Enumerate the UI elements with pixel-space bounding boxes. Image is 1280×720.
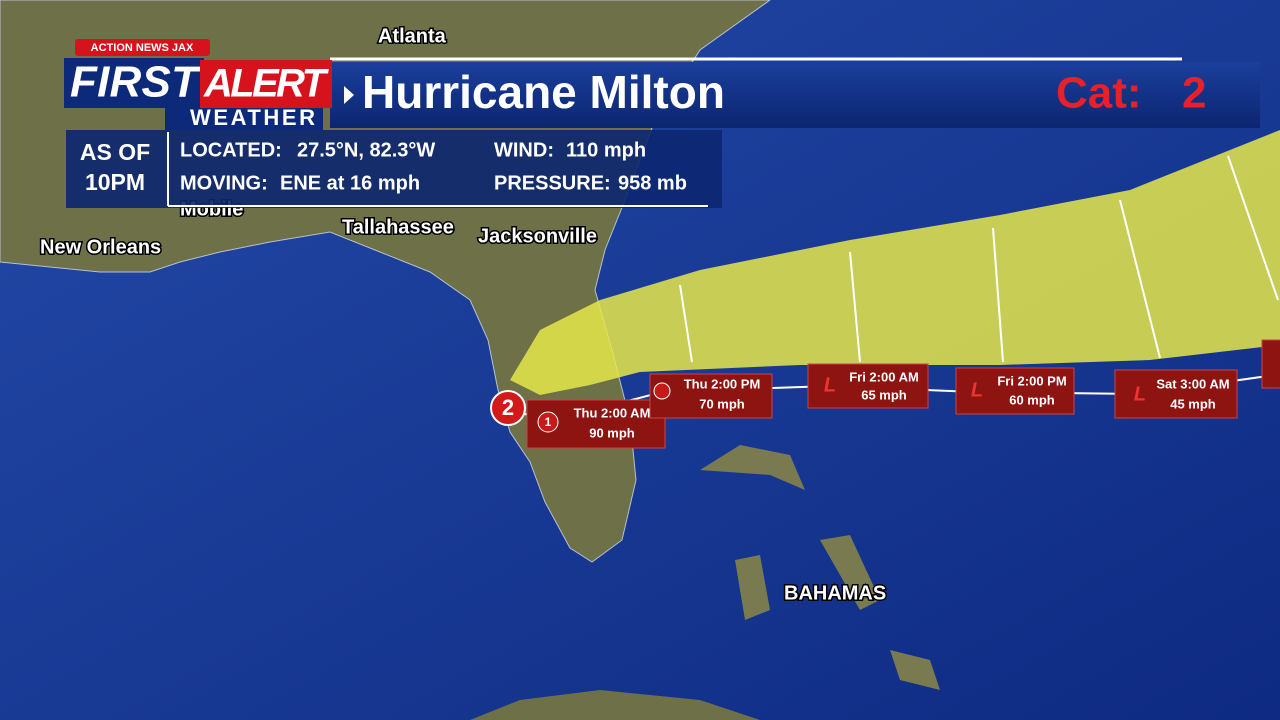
as-of: AS OF <box>80 139 150 165</box>
field-value: ENE at 16 mph <box>280 172 420 194</box>
field-value: 958 mb <box>618 172 687 194</box>
field-label: LOCATED: <box>180 139 282 161</box>
logo-first: FIRST <box>70 58 201 107</box>
city-label: New Orleans <box>40 236 161 258</box>
title-arrow <box>344 86 354 104</box>
forecast-point: L Sat 3:00 AM 45 mph <box>1114 369 1238 419</box>
forecast-symbol: L <box>824 374 836 396</box>
forecast-point: L Fri 2:00 PM 60 mph <box>955 367 1075 415</box>
cone-dividers <box>679 155 1279 363</box>
field-label: PRESSURE: <box>494 172 611 194</box>
category-label: Cat: <box>1056 69 1142 118</box>
logo-first-bg <box>64 58 204 108</box>
forecast-time: Thu 2:00 PM <box>684 376 761 391</box>
current-marker <box>490 390 526 426</box>
forecast-symbol: L <box>1134 383 1146 405</box>
city-label: BAHAMAS <box>784 582 886 604</box>
city-label: Atlanta <box>378 25 447 47</box>
forecast-cone <box>510 130 1280 395</box>
forecast-time: Sat 3:00 AM <box>1156 376 1229 391</box>
logo-weather: WEATHER <box>190 105 315 130</box>
forecast-point: Thu 2:00 PM 70 mph <box>649 373 773 419</box>
field-label: WIND: <box>494 139 554 161</box>
forecast-time: Fri 2:00 PM <box>997 373 1066 388</box>
field-value: 110 mph <box>566 139 646 161</box>
station: ACTION NEWS JAX <box>91 42 194 54</box>
field-value: 27.5°N, 82.3°W <box>297 139 435 161</box>
station-badge <box>75 39 210 56</box>
land-cuba <box>470 690 760 720</box>
city-label: Tallahassee <box>342 216 454 238</box>
forecast-symbol: L <box>971 379 983 401</box>
forecast-point: L Fri 2:00 AM 65 mph <box>807 363 929 409</box>
logo-alert: ALERT <box>203 62 330 106</box>
land-bahamas <box>700 445 940 690</box>
city-label: Jacksonville <box>478 225 597 247</box>
current-symbol: 2 <box>502 395 514 420</box>
field-label: MOVING: <box>180 172 268 194</box>
forecast-wind: 60 mph <box>1009 392 1055 407</box>
title-bar <box>330 62 1260 128</box>
info-panel <box>66 130 722 208</box>
forecast-time: Fri 2:00 AM <box>849 369 919 384</box>
forecast-time: Thu 2:00 AM <box>574 405 651 420</box>
forecast-wind: 90 mph <box>589 425 635 440</box>
forecast-wind: 70 mph <box>699 396 745 411</box>
forecast-symbol: 1 <box>545 415 552 429</box>
logo-weather-bg <box>165 108 323 130</box>
as-of-time: 10PM <box>85 169 145 195</box>
category: 2 <box>1182 69 1206 118</box>
forecast-box-partial <box>1261 339 1280 389</box>
title: Hurricane Milton <box>362 66 725 118</box>
forecast-wind: 65 mph <box>861 387 907 402</box>
forecast-point: 1 Thu 2:00 AM 90 mph <box>526 399 666 449</box>
forecast-wind: 45 mph <box>1170 396 1216 411</box>
logo-alert-bg <box>200 60 332 108</box>
